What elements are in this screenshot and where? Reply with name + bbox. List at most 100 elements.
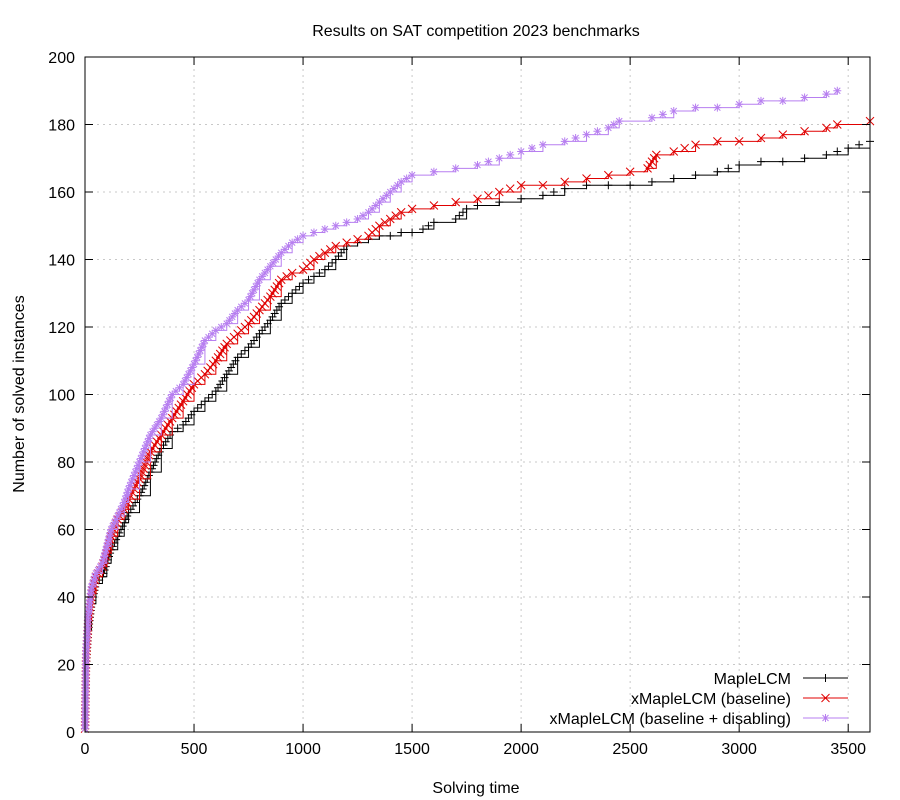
data-point-1	[691, 171, 700, 180]
marker-stroke	[516, 180, 526, 190]
x-tick-label: 1500	[394, 741, 430, 758]
data-point-3	[145, 434, 154, 443]
legend-item-3: xMapleLCM (baseline + disabling)	[550, 711, 848, 728]
data-point-2	[778, 130, 788, 139]
marker-stroke	[144, 438, 152, 446]
marker-stroke	[692, 104, 699, 111]
data-point-1	[844, 144, 853, 153]
data-point-3	[320, 225, 329, 234]
marker-stroke	[343, 219, 351, 226]
x-tick-label: 1000	[285, 741, 321, 758]
data-point-3	[778, 96, 787, 105]
data-point-1	[320, 265, 329, 274]
data-point-1	[418, 225, 427, 234]
marker-stroke	[375, 221, 384, 231]
data-point-3	[713, 103, 722, 112]
marker-stroke	[353, 234, 362, 244]
data-point-3	[217, 323, 226, 331]
data-point-1	[284, 292, 293, 301]
data-point-1	[386, 231, 395, 240]
data-point-2	[396, 207, 406, 217]
marker-stroke	[714, 104, 721, 111]
marker-stroke	[397, 178, 405, 186]
data-point-1	[735, 161, 744, 169]
data-point-2	[691, 140, 700, 150]
data-point-1	[204, 393, 213, 402]
data-point-3	[604, 123, 613, 132]
data-point-1	[288, 289, 297, 298]
data-point-1	[197, 400, 206, 409]
data-point-3	[506, 150, 515, 159]
marker-stroke	[287, 268, 297, 278]
data-point-2	[342, 238, 352, 247]
data-point-1	[154, 451, 163, 460]
marker-stroke	[561, 138, 569, 145]
y-tick-label: 20	[57, 658, 75, 675]
data-point-3	[101, 549, 110, 558]
x-tick-label: 2000	[503, 741, 539, 758]
data-point-1	[151, 458, 160, 466]
marker-stroke	[276, 275, 286, 285]
data-point-2	[391, 211, 401, 220]
marker-stroke	[821, 693, 830, 703]
data-point-1	[855, 140, 864, 149]
marker-stroke	[359, 212, 367, 219]
data-point-1	[200, 397, 209, 406]
marker-stroke	[451, 197, 461, 207]
data-point-1	[328, 258, 337, 267]
data-point-3	[331, 221, 340, 230]
marker-stroke	[134, 462, 142, 469]
data-point-2	[625, 167, 635, 177]
marker-stroke	[651, 150, 661, 160]
marker-stroke	[583, 131, 590, 138]
marker-stroke	[212, 327, 220, 334]
data-point-1	[147, 464, 156, 473]
marker-stroke	[833, 87, 841, 95]
data-point-3	[495, 154, 504, 163]
data-point-3	[118, 501, 127, 510]
data-point-3	[397, 177, 406, 186]
data-point-2	[287, 268, 297, 278]
marker-stroke	[145, 435, 153, 442]
marker-stroke	[429, 201, 439, 210]
series-3	[81, 86, 842, 733]
marker-stroke	[801, 94, 808, 101]
marker-stroke	[713, 137, 722, 146]
data-point-3	[538, 140, 547, 149]
marker-stroke	[603, 170, 613, 180]
legend-label: MapleLCM	[714, 671, 791, 688]
data-point-1	[724, 164, 733, 173]
data-point-2	[375, 221, 384, 231]
data-point-1	[237, 350, 246, 358]
marker-stroke	[594, 127, 601, 135]
data-point-1	[190, 407, 199, 416]
marker-stroke	[130, 472, 138, 479]
data-point-3	[204, 333, 213, 342]
data-point-3	[280, 245, 289, 254]
data-point-1	[473, 201, 482, 210]
chart-title: Results on SAT competition 2023 benchmar…	[312, 23, 640, 40]
x-tick-label: 3500	[830, 741, 866, 758]
marker-stroke	[129, 475, 137, 483]
data-point-2	[451, 197, 461, 207]
data-point-3	[484, 157, 493, 166]
data-point-1	[152, 454, 161, 463]
data-point-3	[131, 468, 140, 477]
data-point-2	[484, 191, 493, 200]
marker-stroke	[757, 97, 765, 105]
data-point-2	[276, 275, 286, 285]
data-point-3	[124, 485, 133, 493]
marker-stroke	[625, 167, 635, 177]
data-point-1	[626, 181, 635, 190]
marker-stroke	[407, 204, 417, 214]
marker-stroke	[495, 154, 503, 162]
data-point-1	[560, 184, 569, 193]
data-point-3	[157, 414, 166, 423]
data-point-3	[756, 96, 765, 105]
data-point-3	[143, 437, 152, 446]
marker-stroke	[517, 148, 525, 155]
data-point-3	[125, 481, 134, 490]
data-point-2	[380, 218, 390, 227]
marker-stroke	[138, 451, 146, 459]
